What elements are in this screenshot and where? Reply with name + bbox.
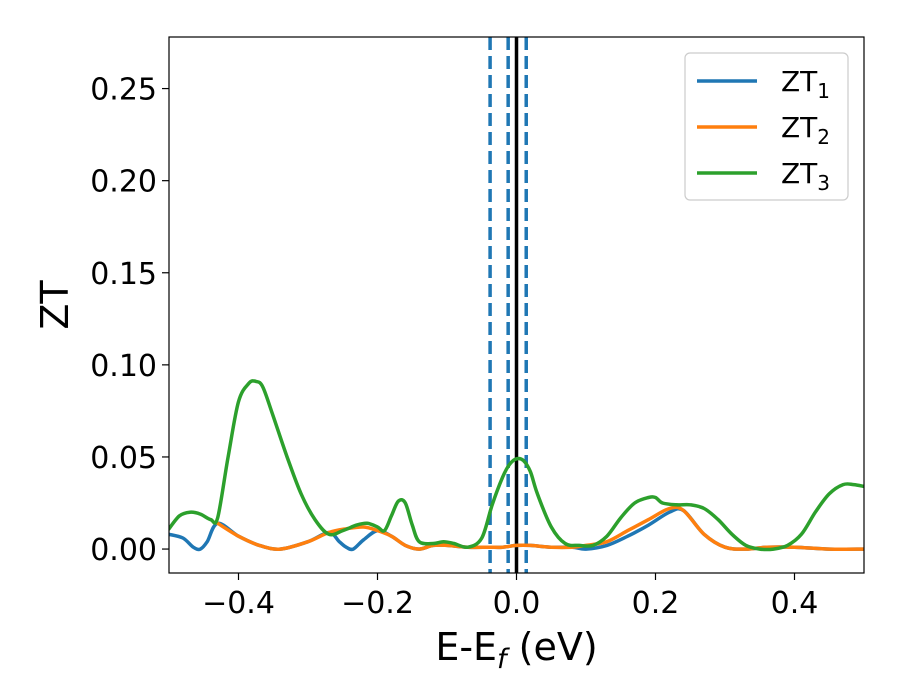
- y-tick-label: 0.15: [90, 257, 157, 292]
- y-tick-label: 0.00: [90, 533, 157, 568]
- series-line-3: [169, 379, 864, 552]
- legend: ZT1 ZT2 ZT3: [684, 52, 849, 201]
- x-axis: −0.4 −0.2 0.0 0.2 0.4: [202, 573, 818, 621]
- y-tick-label: 0.25: [90, 73, 157, 108]
- legend-label-1: ZT1: [781, 65, 830, 103]
- x-tick-label: 0.2: [632, 586, 680, 621]
- y-tick-label: 0.20: [90, 165, 157, 200]
- x-tick-label: 0.4: [771, 586, 819, 621]
- x-tick-label: −0.4: [202, 586, 275, 621]
- legend-label-3: ZT3: [781, 157, 830, 195]
- legend-label-2: ZT2: [781, 111, 830, 149]
- y-axis: 0.00 0.05 0.10 0.15 0.20 0.25: [90, 73, 169, 568]
- x-axis-title-text: E-Ef (eV): [435, 625, 597, 675]
- reference-lines: [488, 37, 528, 573]
- x-tick-label: 0.0: [493, 586, 541, 621]
- series-layer: [169, 379, 864, 552]
- y-tick-label: 0.10: [90, 349, 157, 384]
- y-axis-title-text: ZT: [33, 280, 77, 330]
- legend-box: [684, 52, 849, 201]
- y-tick-label: 0.05: [90, 441, 157, 476]
- series-line-2: [215, 505, 864, 551]
- x-axis-title: E-Ef (eV): [435, 625, 597, 675]
- y-axis-title: ZT: [33, 280, 77, 330]
- x-tick-label: −0.2: [341, 586, 414, 621]
